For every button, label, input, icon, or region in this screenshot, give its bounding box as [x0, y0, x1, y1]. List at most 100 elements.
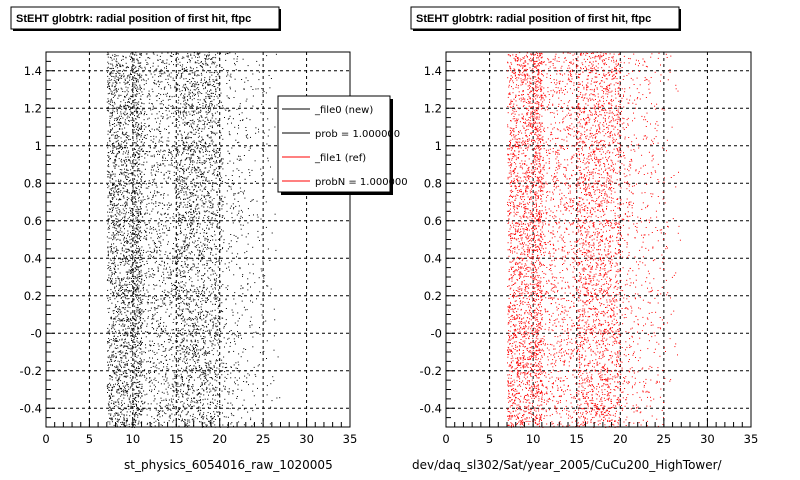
- left-data-point: [215, 123, 217, 125]
- left-data-point: [150, 169, 152, 171]
- left-data-point: [137, 367, 139, 369]
- left-data-point: [160, 71, 162, 73]
- left-data-point: [258, 128, 259, 130]
- left-data-point: [189, 120, 191, 121]
- left-data-point: [136, 78, 138, 80]
- left-data-point: [151, 199, 153, 201]
- left-data-point: [141, 351, 143, 353]
- left-data-point: [182, 287, 184, 289]
- left-data-point: [125, 357, 127, 359]
- left-data-point: [120, 297, 122, 299]
- left-data-point: [187, 185, 189, 187]
- left-data-point: [183, 201, 185, 203]
- left-data-point: [135, 333, 136, 335]
- left-data-point: [138, 297, 140, 299]
- left-data-point: [182, 68, 184, 70]
- left-data-point: [113, 350, 115, 352]
- left-data-point: [166, 129, 167, 130]
- left-data-point: [231, 212, 233, 214]
- left-data-point: [173, 116, 175, 117]
- left-data-point: [191, 406, 193, 408]
- left-data-point: [220, 132, 222, 134]
- left-data-point: [153, 328, 155, 330]
- left-data-point: [163, 104, 164, 106]
- left-data-point: [231, 260, 233, 262]
- left-data-point: [139, 146, 141, 148]
- left-data-point: [220, 311, 221, 313]
- left-data-point: [152, 362, 154, 364]
- left-data-point: [146, 263, 148, 264]
- left-data-point: [111, 79, 113, 81]
- left-data-point: [133, 170, 135, 172]
- left-data-point: [130, 331, 131, 333]
- left-data-point: [116, 371, 118, 373]
- left-data-point: [250, 86, 252, 88]
- left-data-point: [140, 122, 142, 124]
- left-data-point: [119, 387, 121, 389]
- left-data-point: [168, 315, 170, 317]
- left-data-point: [160, 250, 162, 252]
- left-data-point: [181, 375, 182, 377]
- left-data-point: [197, 124, 199, 126]
- left-data-point: [201, 293, 202, 295]
- left-data-point: [124, 241, 126, 242]
- left-data-point: [126, 364, 128, 366]
- left-data-point: [199, 223, 201, 225]
- left-data-point: [126, 277, 128, 279]
- left-data-point: [204, 145, 206, 147]
- left-data-point: [139, 84, 141, 86]
- left-data-point: [121, 231, 123, 233]
- left-data-point: [184, 285, 186, 287]
- left-data-point: [205, 238, 207, 240]
- left-data-point: [106, 101, 108, 103]
- left-data-point: [183, 84, 185, 86]
- left-data-point: [206, 386, 208, 388]
- left-data-point: [128, 181, 130, 183]
- left-data-point: [192, 201, 194, 203]
- left-data-point: [163, 392, 165, 394]
- left-data-point: [154, 388, 155, 390]
- left-data-point: [130, 212, 132, 214]
- left-data-point: [122, 124, 124, 126]
- left-data-point: [246, 117, 248, 119]
- left-data-point: [175, 208, 177, 210]
- left-data-point: [118, 136, 120, 137]
- left-data-point: [119, 104, 121, 106]
- left-data-point: [112, 210, 113, 211]
- left-data-point: [196, 112, 198, 114]
- left-data-point: [149, 57, 151, 59]
- left-data-point: [204, 382, 206, 384]
- left-data-point: [132, 398, 134, 400]
- left-data-point: [112, 232, 114, 233]
- left-data-point: [138, 224, 140, 225]
- left-data-point: [125, 190, 127, 192]
- left-data-point: [117, 231, 119, 233]
- left-data-point: [125, 331, 127, 333]
- left-data-point: [181, 419, 183, 421]
- left-data-point: [162, 331, 164, 333]
- left-data-point: [230, 205, 232, 207]
- left-data-point: [205, 364, 207, 366]
- left-data-point: [114, 413, 116, 415]
- left-data-point: [141, 385, 143, 387]
- left-data-point: [132, 122, 133, 124]
- left-data-point: [161, 136, 163, 138]
- left-data-point: [127, 124, 129, 126]
- left-data-point: [179, 350, 181, 351]
- left-data-point: [176, 390, 178, 392]
- left-data-point: [120, 357, 122, 359]
- left-data-point: [171, 154, 173, 156]
- left-data-point: [124, 171, 126, 173]
- left-data-point: [183, 173, 185, 175]
- left-data-point: [166, 62, 168, 64]
- left-data-point: [134, 320, 136, 322]
- left-data-point: [138, 88, 140, 90]
- left-data-point: [122, 196, 124, 198]
- left-data-point: [129, 318, 131, 320]
- left-data-point: [112, 318, 114, 320]
- left-data-point: [203, 346, 205, 348]
- left-data-point: [184, 90, 186, 92]
- left-data-point: [111, 188, 113, 190]
- left-data-point: [137, 326, 139, 328]
- left-data-point: [198, 186, 200, 188]
